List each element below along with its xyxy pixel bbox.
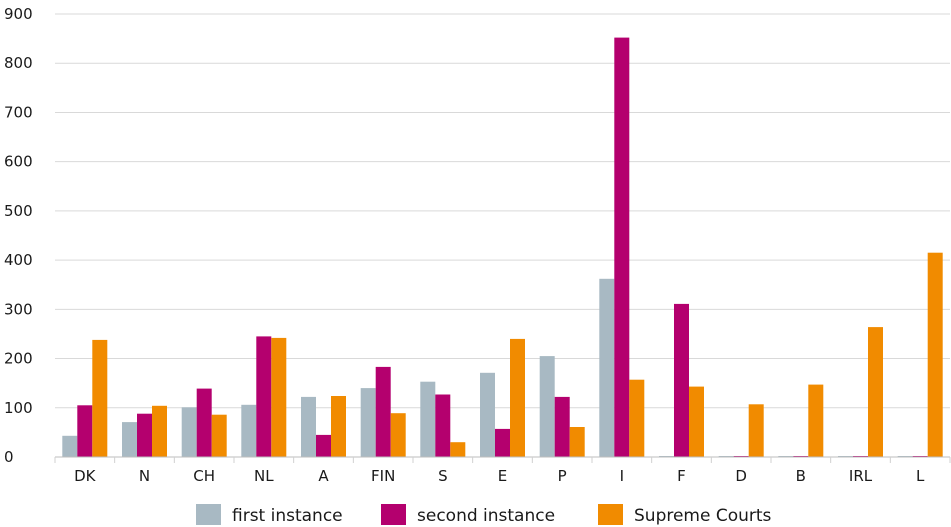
bar-second-instance-i [614, 37, 630, 457]
bar-supreme-courts-fin [390, 413, 406, 457]
y-tick-label: 500 [4, 202, 33, 220]
bar-first-instance-ch [181, 407, 197, 457]
legend-label: Supreme Courts [634, 506, 772, 526]
bar-first-instance-s [420, 381, 436, 457]
x-tick-label: S [438, 467, 448, 485]
x-tick-label: E [498, 467, 507, 485]
bar-supreme-courts-p [569, 427, 585, 457]
bar-first-instance-p [539, 356, 555, 457]
bar-supreme-courts-irl [868, 327, 883, 457]
bar-supreme-courts-f [689, 386, 704, 457]
y-tick-label: 100 [4, 399, 33, 417]
bar-supreme-courts-a [331, 396, 346, 457]
bar-first-instance-i [599, 278, 615, 457]
bar-first-instance-a [301, 396, 316, 457]
bar-second-instance-f [674, 303, 689, 457]
y-tick-label: 600 [4, 153, 33, 171]
bar-second-instance-e [495, 428, 510, 457]
x-tick-label: L [916, 467, 925, 485]
x-tick-label: I [620, 467, 624, 485]
x-tick-label: B [796, 467, 806, 485]
y-tick-label: 0 [4, 448, 14, 466]
legend-swatch [381, 504, 406, 525]
bar-first-instance-n [122, 422, 137, 457]
bar-first-instance-fin [360, 388, 376, 457]
bar-second-instance-p [554, 396, 570, 457]
x-tick-label: IRL [849, 467, 873, 485]
x-tick-label: F [677, 467, 686, 485]
legend: first instance second instance Supreme Cou… [196, 504, 772, 526]
bar-supreme-courts-e [510, 338, 525, 457]
y-tick-label: 700 [4, 103, 33, 121]
x-tick-label: P [558, 467, 567, 485]
grid-lines [55, 13, 950, 409]
legend-label: second instance [417, 506, 555, 526]
bar-second-instance-fin [375, 366, 391, 457]
bar-supreme-courts-b [808, 384, 824, 457]
x-tick-label: CH [193, 467, 215, 485]
legend-swatch [598, 504, 623, 525]
bar-second-instance-nl [256, 336, 272, 457]
bar-second-instance-s [435, 394, 451, 457]
x-tick-label: A [318, 467, 329, 485]
x-tick-label: NL [254, 467, 274, 485]
bar-first-instance-e [480, 372, 495, 457]
y-tick-label: 400 [4, 251, 33, 269]
x-axis: DK N CH NL A FIN S E P I F D B IRL L [54, 456, 951, 485]
bar-supreme-courts-s [450, 442, 466, 457]
y-axis-ticks: 0 100 200 300 400 500 600 700 800 900 [4, 5, 33, 466]
y-tick-label: 300 [4, 300, 33, 318]
x-tick-label: DK [74, 467, 97, 485]
x-tick-label: D [735, 467, 747, 485]
bar-second-instance-a [316, 434, 331, 457]
bar-second-instance-dk [77, 405, 93, 457]
bar-supreme-courts-ch [211, 414, 227, 457]
legend-swatch [196, 504, 221, 525]
bar-supreme-courts-i [629, 379, 645, 457]
legend-label: first instance [232, 506, 343, 526]
y-tick-label: 800 [4, 54, 33, 72]
y-tick-label: 900 [4, 5, 33, 23]
bar-second-instance-ch [196, 388, 212, 457]
bar-supreme-courts-nl [271, 337, 287, 457]
bar-supreme-courts-l [927, 252, 943, 457]
x-tick-label: N [139, 467, 150, 485]
bar-supreme-courts-d [748, 404, 764, 457]
bar-supreme-courts-n [152, 405, 167, 457]
bar-first-instance-nl [241, 404, 257, 457]
bar-supreme-courts-dk [92, 339, 108, 457]
bar-second-instance-n [137, 413, 152, 457]
bar-first-instance-dk [62, 435, 78, 457]
y-tick-label: 200 [4, 350, 33, 368]
bars [62, 37, 943, 457]
x-tick-label: FIN [371, 467, 395, 485]
